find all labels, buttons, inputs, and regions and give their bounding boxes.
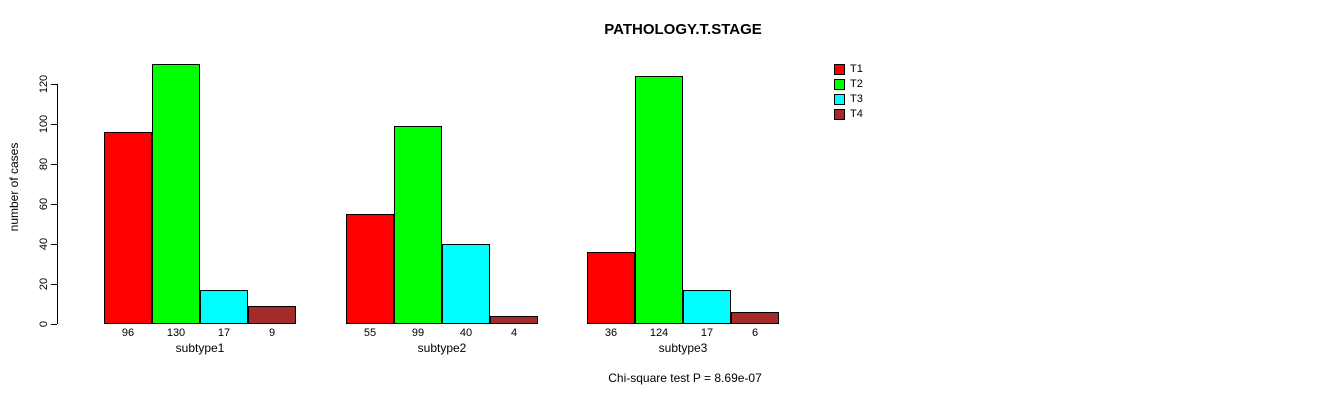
bar [104,132,152,324]
chart-title: PATHOLOGY.T.STAGE [604,21,762,38]
bar-value-label: 55 [363,327,377,339]
legend-label: T3 [850,93,863,105]
x-category-label: subtype3 [658,341,708,355]
y-tick-label: 20 [38,277,50,291]
bar-value-label: 36 [604,327,618,339]
y-tick [51,124,57,125]
footnote-chi-square: Chi-square test P = 8.69e-07 [608,371,762,385]
legend-swatch [834,109,845,120]
bar-value-label: 4 [510,327,518,339]
bar [587,252,635,324]
bar [200,290,248,324]
y-tick [51,324,57,325]
bar [490,316,538,324]
y-tick-label: 40 [38,237,50,251]
y-tick-label: 120 [38,74,50,94]
x-category-label: subtype2 [417,341,467,355]
y-tick-label: 80 [38,157,50,171]
bar-value-label: 9 [268,327,276,339]
bar-value-label: 17 [700,327,714,339]
bar [635,76,683,324]
legend-label: T1 [850,63,863,75]
y-tick-label: 100 [38,114,50,134]
bar [442,244,490,324]
y-tick [51,284,57,285]
bar [731,312,779,324]
bar [394,126,442,324]
y-axis-label: number of cases [7,142,21,232]
y-tick [51,164,57,165]
legend-label: T2 [850,78,863,90]
bar-value-label: 6 [751,327,759,339]
bar [152,64,200,324]
y-tick-label: 60 [38,197,50,211]
y-tick [51,244,57,245]
y-tick [51,204,57,205]
y-axis [57,84,58,324]
y-tick [51,84,57,85]
bar-value-label: 99 [411,327,425,339]
bar [683,290,731,324]
bar-value-label: 40 [459,327,473,339]
bar-value-label: 130 [166,327,186,339]
bar [248,306,296,324]
bar [346,214,394,324]
x-category-label: subtype1 [175,341,225,355]
legend-swatch [834,64,845,75]
legend-swatch [834,94,845,105]
bar-value-label: 17 [217,327,231,339]
legend-label: T4 [850,108,863,120]
bar-value-label: 124 [649,327,669,339]
legend-swatch [834,79,845,90]
bar-value-label: 96 [121,327,135,339]
y-tick-label: 0 [38,320,50,328]
